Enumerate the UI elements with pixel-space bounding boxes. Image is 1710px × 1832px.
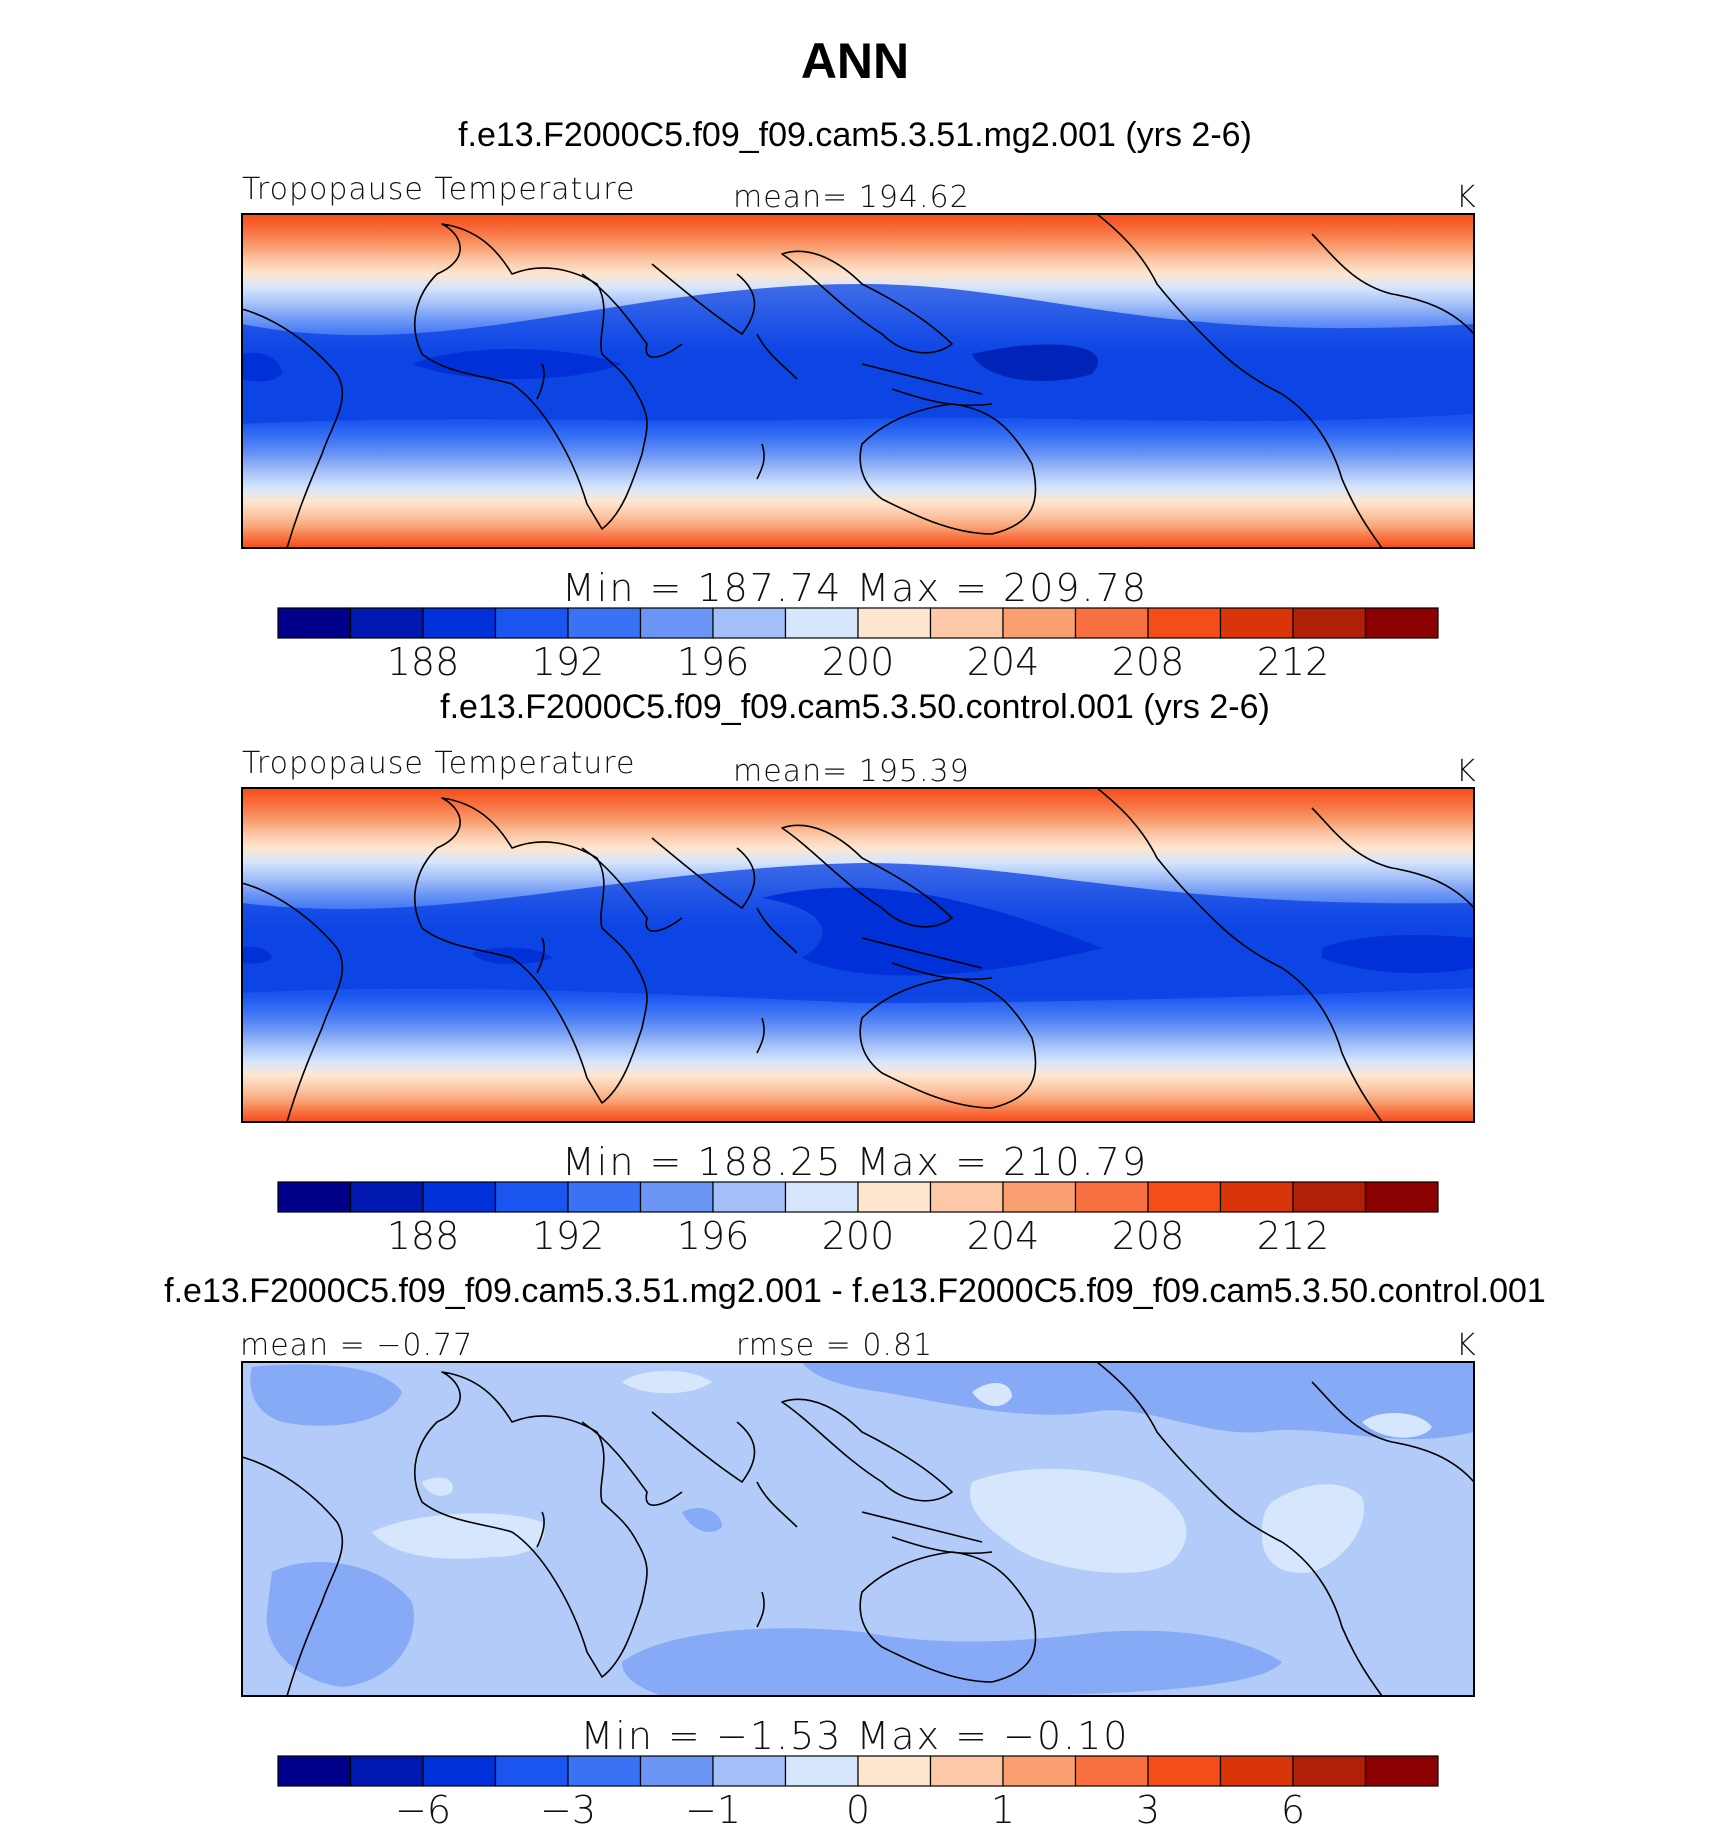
colorbar-bin xyxy=(567,1181,642,1213)
colorbar-bin xyxy=(349,607,424,639)
colorbar-bin xyxy=(712,1755,787,1787)
figure-title: ANN xyxy=(800,33,910,89)
colorbar-tick-label: 0 xyxy=(845,1788,871,1832)
colorbar-bin xyxy=(567,1755,642,1787)
colorbar-tick-label: 6 xyxy=(1280,1788,1306,1832)
colorbar-tick-label: 212 xyxy=(1256,1214,1330,1258)
colorbar-bin xyxy=(1219,1755,1294,1787)
colorbar-bin xyxy=(712,1181,787,1213)
panel-3-map xyxy=(241,1361,1475,1697)
panel-3-title: f.e13.F2000C5.f09_f09.cam5.3.51.mg2.001 … xyxy=(164,1272,1546,1310)
panel-3-mean-label: mean = −0.77 xyxy=(240,1328,474,1363)
colorbar-bin xyxy=(277,1181,352,1213)
colorbar-bin xyxy=(422,607,497,639)
colorbar-bin xyxy=(567,607,642,639)
colorbar-bin xyxy=(712,607,787,639)
colorbar-bin xyxy=(277,1755,352,1787)
colorbar-bin xyxy=(929,607,1004,639)
colorbar-bin xyxy=(349,1755,424,1787)
colorbar-bin xyxy=(349,1181,424,1213)
colorbar-bin xyxy=(1292,1755,1367,1787)
panel-3-colorbar xyxy=(277,1755,1439,1787)
colorbar-tick-label: 188 xyxy=(386,640,460,684)
colorbar-tick-label: 192 xyxy=(531,640,605,684)
colorbar-tick-label: 204 xyxy=(966,1214,1040,1258)
colorbar-bin xyxy=(857,1755,932,1787)
colorbar-tick-label: 188 xyxy=(386,1214,460,1258)
colorbar-tick-label: 204 xyxy=(966,640,1040,684)
panel-2-title: f.e13.F2000C5.f09_f09.cam5.3.50.control.… xyxy=(440,688,1270,726)
panel-1-colorbar xyxy=(277,607,1439,639)
colorbar-bin xyxy=(784,1755,859,1787)
colorbar-tick-label: 200 xyxy=(821,640,895,684)
colorbar-bin xyxy=(1292,1181,1367,1213)
colorbar-bin xyxy=(929,1181,1004,1213)
colorbar-bin xyxy=(857,1181,932,1213)
colorbar-tick-label: 212 xyxy=(1256,640,1330,684)
colorbar-bin xyxy=(422,1755,497,1787)
panel-2-map xyxy=(241,787,1475,1123)
colorbar-tick-label: 192 xyxy=(531,1214,605,1258)
colorbar-bin xyxy=(494,1181,569,1213)
colorbar-tick-label: 208 xyxy=(1111,640,1185,684)
colorbar-bin xyxy=(1074,1181,1149,1213)
colorbar-bin xyxy=(1364,607,1439,639)
colorbar-bin xyxy=(1002,1755,1077,1787)
colorbar-tick-label: 196 xyxy=(676,1214,750,1258)
colorbar-bin xyxy=(277,607,352,639)
colorbar-bin xyxy=(1219,1181,1294,1213)
colorbar-bin xyxy=(1364,1755,1439,1787)
panel-3-units-label: K xyxy=(1456,1328,1476,1363)
colorbar-tick-label: 196 xyxy=(676,640,750,684)
colorbar-bin xyxy=(929,1755,1004,1787)
panel-2-colorbar xyxy=(277,1181,1439,1213)
colorbar-tick-label: 200 xyxy=(821,1214,895,1258)
colorbar-bin xyxy=(1364,1181,1439,1213)
colorbar-tick-label: 3 xyxy=(1135,1788,1161,1832)
colorbar-tick-label: 1 xyxy=(990,1788,1016,1832)
panel-2-mean-label: mean= 195.39 xyxy=(733,754,970,789)
colorbar-tick-label: 208 xyxy=(1111,1214,1185,1258)
panel-1-units-label: K xyxy=(1456,180,1476,215)
colorbar-bin xyxy=(1074,607,1149,639)
panel-3-min-max: Min = −1.53 Max = −0.10 xyxy=(580,1714,1130,1758)
colorbar-bin xyxy=(1219,607,1294,639)
colorbar-bin xyxy=(494,1755,569,1787)
colorbar-tick-label: −3 xyxy=(539,1788,597,1832)
panel-1-title: f.e13.F2000C5.f09_f09.cam5.3.51.mg2.001 … xyxy=(458,116,1252,154)
panel-3-rmse-label: rmse = 0.81 xyxy=(736,1328,934,1363)
colorbar-bin xyxy=(784,1181,859,1213)
panel-1-variable-label: Tropopause Temperature xyxy=(242,172,636,207)
panel-2-units-label: K xyxy=(1456,754,1476,789)
colorbar-bin xyxy=(494,607,569,639)
panel-2-min-max: Min = 188.25 Max = 210.79 xyxy=(562,1140,1148,1184)
colorbar-bin xyxy=(1147,607,1222,639)
colorbar-bin xyxy=(639,607,714,639)
colorbar-bin xyxy=(857,607,932,639)
colorbar-bin xyxy=(1147,1755,1222,1787)
colorbar-bin xyxy=(639,1755,714,1787)
colorbar-bin xyxy=(1002,1181,1077,1213)
panel-1-min-max: Min = 187.74 Max = 209.78 xyxy=(562,566,1148,610)
colorbar-bin xyxy=(1074,1755,1149,1787)
colorbar-bin xyxy=(1002,607,1077,639)
panel-2-variable-label: Tropopause Temperature xyxy=(242,746,636,781)
colorbar-tick-label: −6 xyxy=(394,1788,452,1832)
panel-1-mean-label: mean= 194.62 xyxy=(733,180,970,215)
colorbar-bin xyxy=(1147,1181,1222,1213)
panel-1-map xyxy=(241,213,1475,549)
colorbar-bin xyxy=(422,1181,497,1213)
colorbar-bin xyxy=(639,1181,714,1213)
colorbar-bin xyxy=(1292,607,1367,639)
colorbar-tick-label: −1 xyxy=(684,1788,742,1832)
colorbar-bin xyxy=(784,607,859,639)
